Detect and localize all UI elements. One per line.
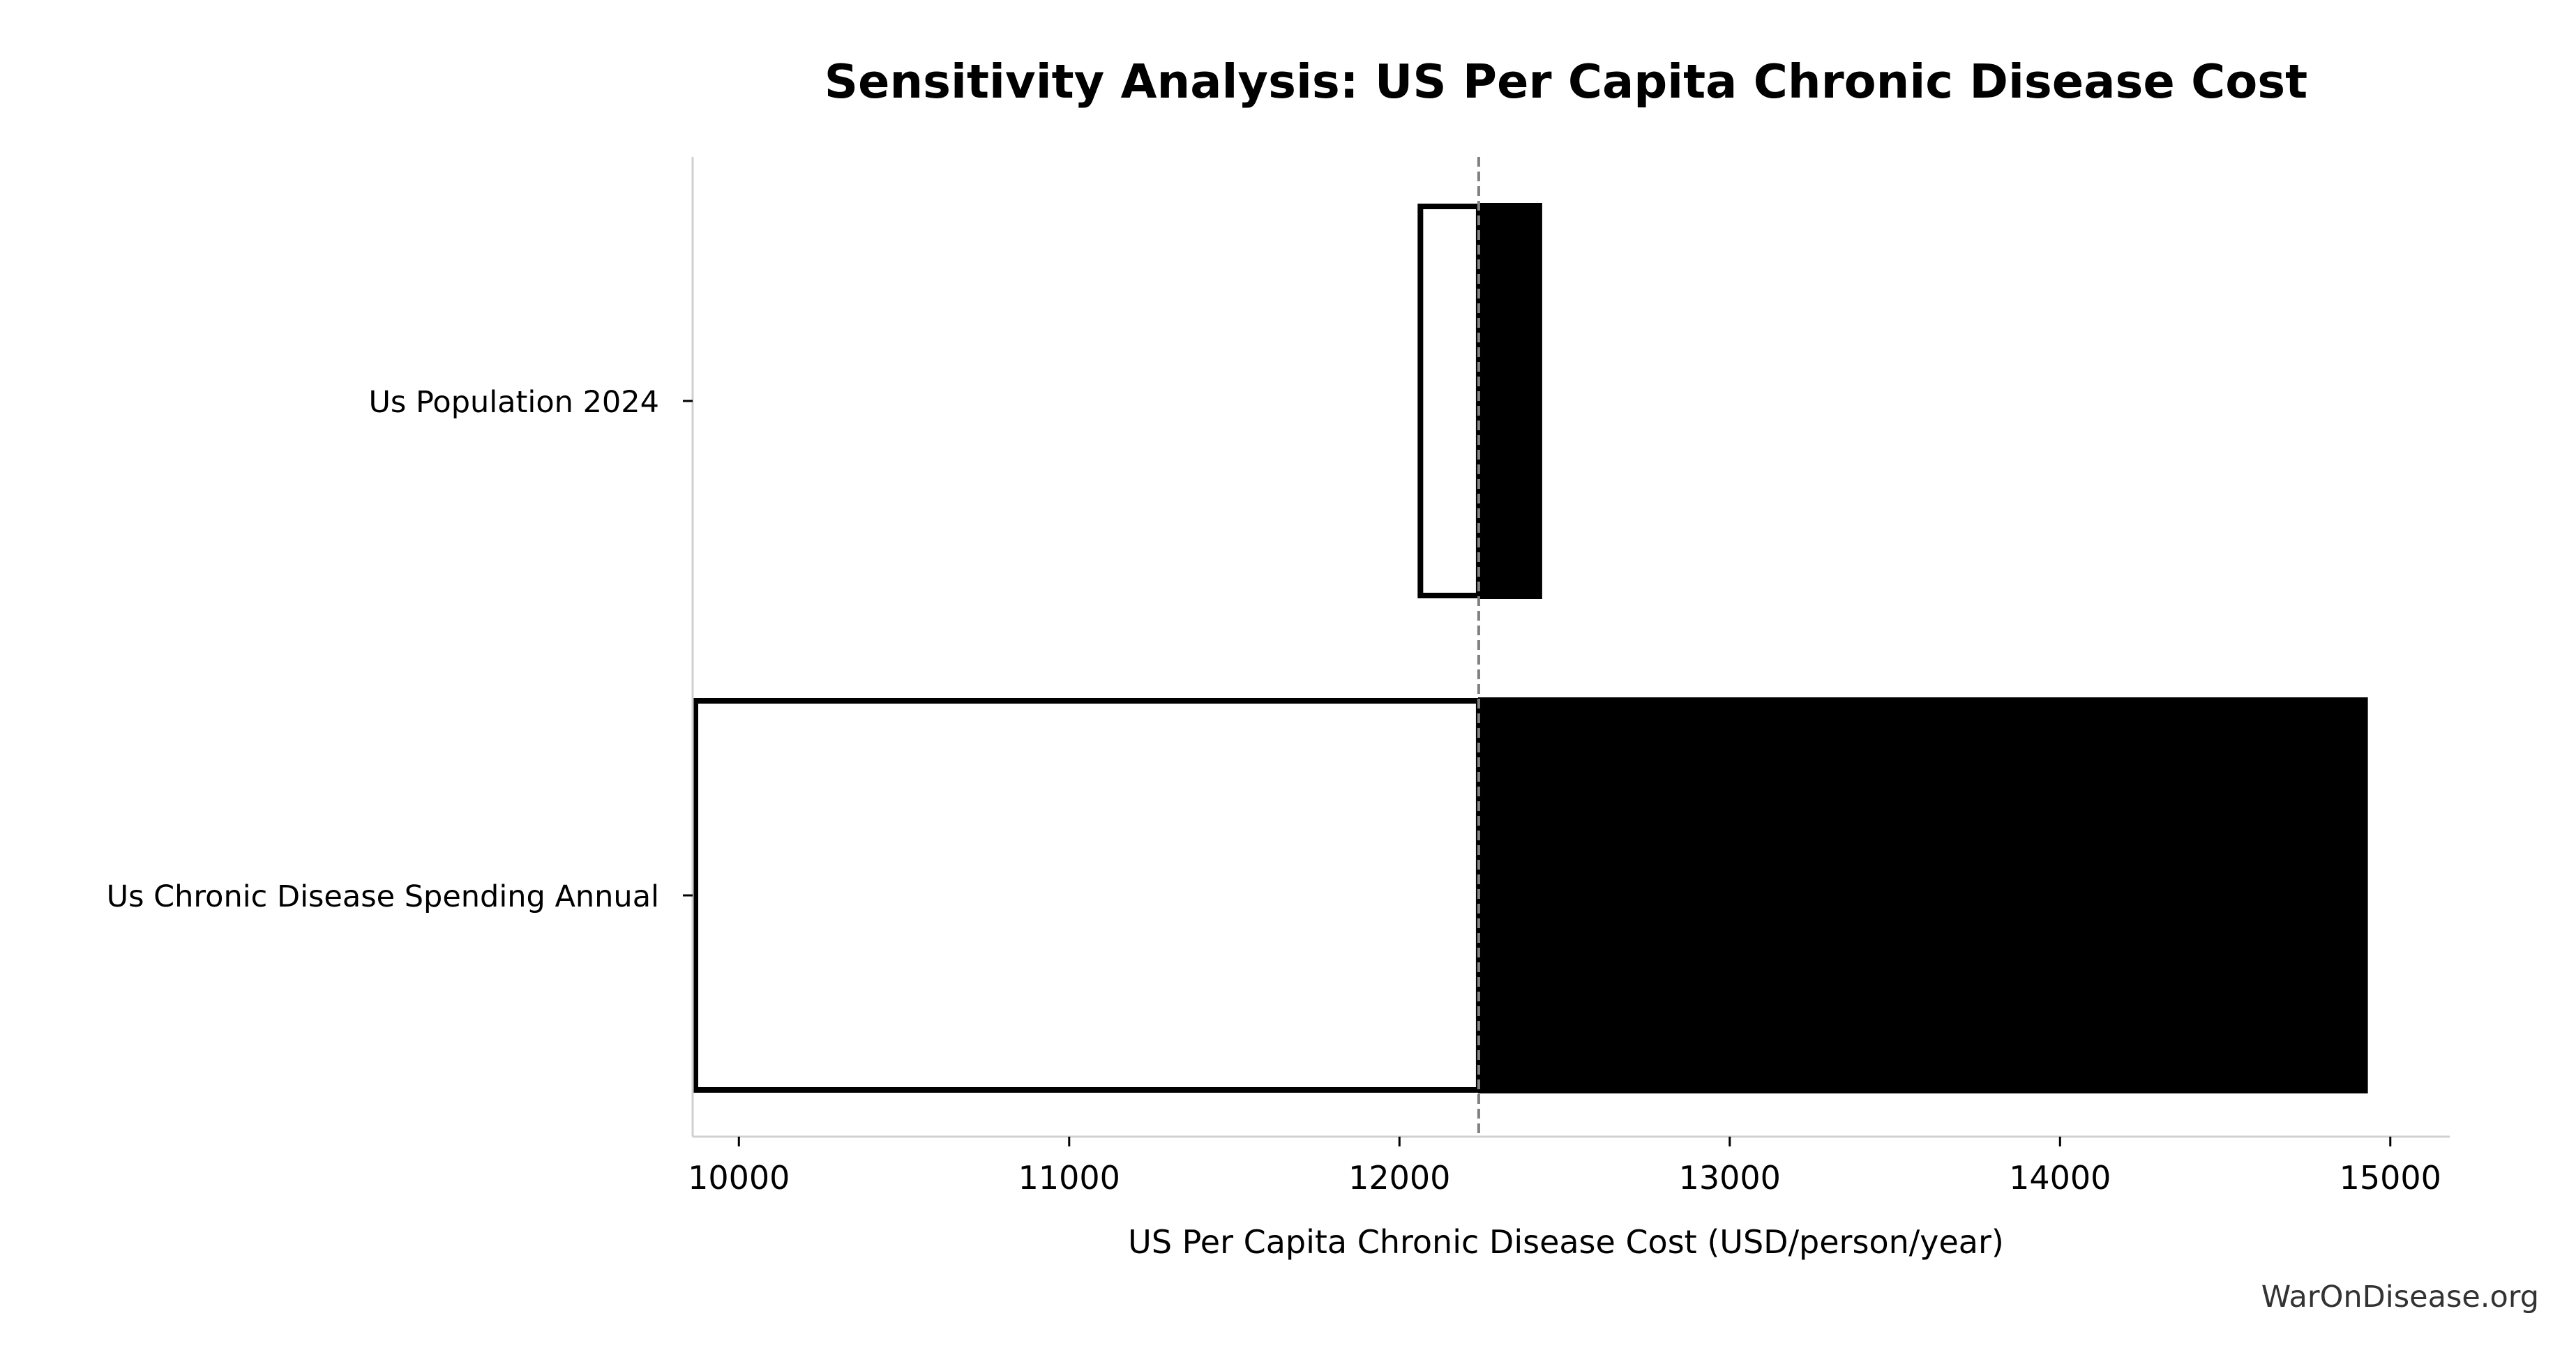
category-label-1: Us Chronic Disease Spending Annual [107, 879, 659, 914]
chart-title: Sensitivity Analysis: US Per Capita Chro… [824, 54, 2307, 109]
x-tick-label-0: 10000 [688, 1159, 790, 1197]
high-bar-0 [1477, 203, 1542, 599]
x-tick-label-1: 11000 [1018, 1159, 1120, 1197]
high-bar-1 [1477, 697, 2368, 1093]
x-axis-label: US Per Capita Chronic Disease Cost (USD/… [1128, 1223, 2004, 1261]
watermark-text: WarOnDisease.org [2261, 1280, 2539, 1314]
low-bar-1 [693, 698, 1482, 1093]
bars-layer [693, 203, 2368, 1093]
category-label-0: Us Population 2024 [368, 385, 659, 420]
x-tick-label-4: 14000 [2009, 1159, 2111, 1197]
x-tick-label-2: 12000 [1348, 1159, 1450, 1197]
x-axis-ticks: 10000 11000 12000 13000 14000 15000 [688, 1137, 2441, 1197]
low-bar-0 [1417, 204, 1482, 598]
x-tick-label-5: 15000 [2340, 1159, 2441, 1197]
x-tick-label-3: 13000 [1679, 1159, 1781, 1197]
y-axis-ticks: Us Population 2024 Us Chronic Disease Spe… [107, 385, 693, 914]
